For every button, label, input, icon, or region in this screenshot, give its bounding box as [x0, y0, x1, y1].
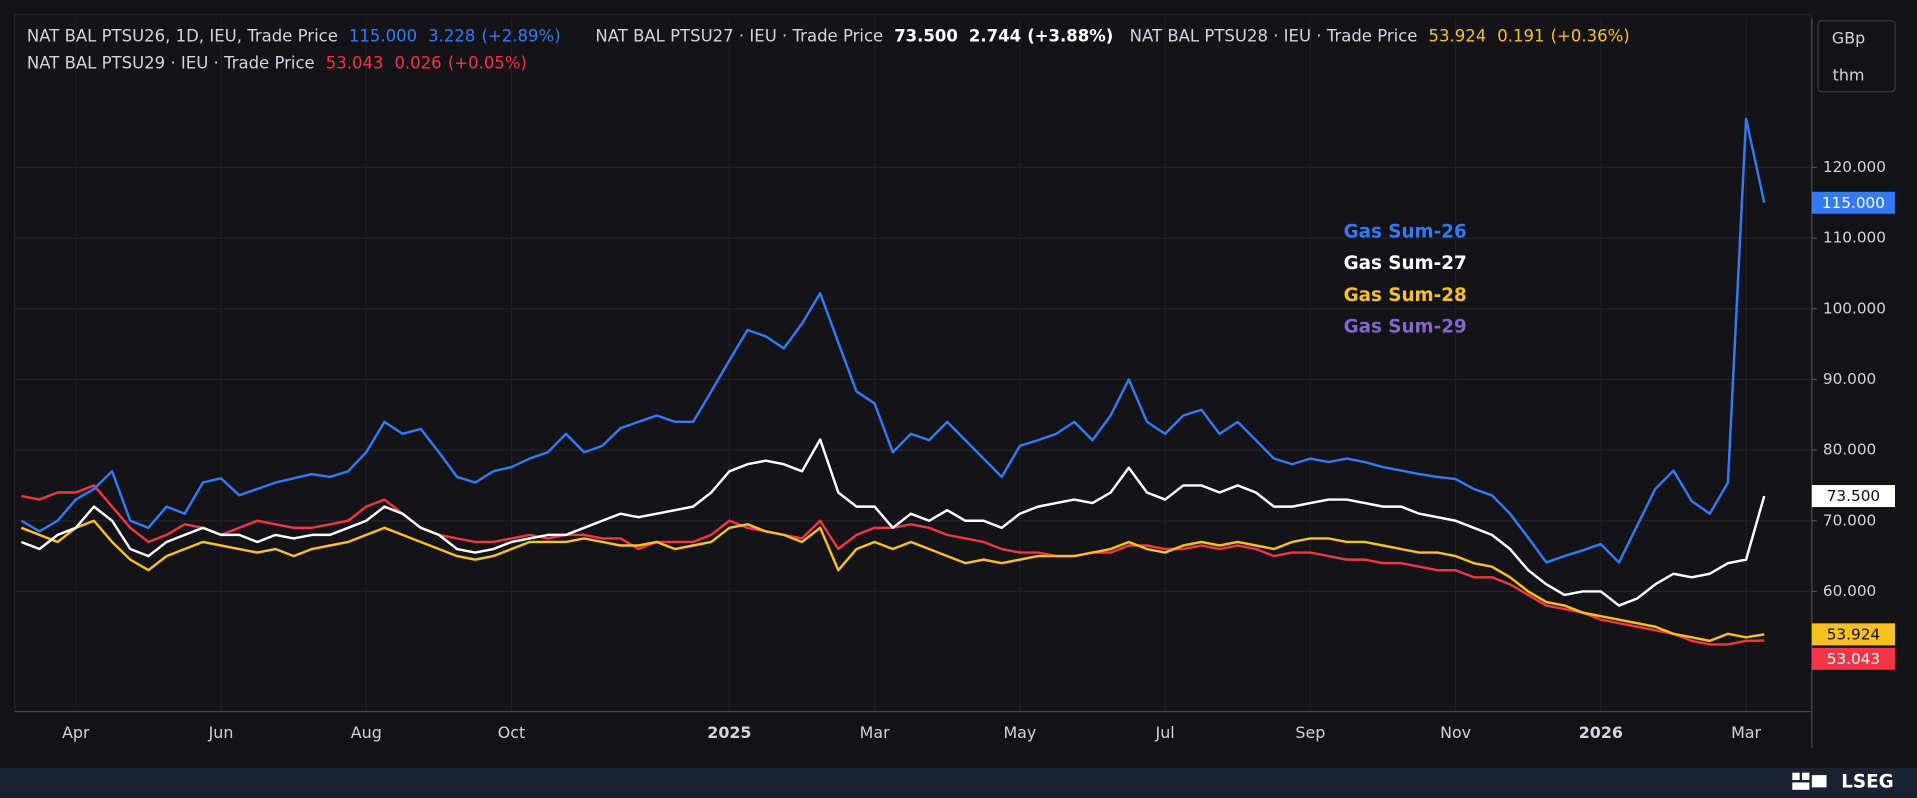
logo-shape: [1811, 775, 1827, 788]
series-line: [20, 438, 1766, 607]
header-legend: NAT BAL PTSU29 · IEU · Trade Price 53.043…: [27, 53, 527, 72]
series-line: [20, 117, 1766, 564]
change: 2.744: [969, 26, 1021, 45]
y-tick-label: 110.000: [1823, 229, 1886, 247]
legend-label: Gas Sum-27: [1344, 253, 1467, 274]
change: 3.228: [428, 26, 475, 45]
change-pct: (+0.36%): [1551, 26, 1630, 45]
price-tag-label: 53.924: [1827, 625, 1880, 643]
legend-label: Gas Sum-29: [1344, 317, 1467, 338]
series-title: NAT BAL PTSU29 · IEU · Trade Price: [27, 53, 315, 72]
series-title: NAT BAL PTSU28 · IEU · Trade Price: [1130, 26, 1418, 45]
change: 0.026: [394, 53, 441, 72]
header-legend: NAT BAL PTSU27 · IEU · Trade Price 73.500…: [595, 26, 1113, 45]
y-tick-label: 60.000: [1823, 582, 1876, 600]
logo-icon: [1792, 772, 1827, 790]
change-pct: (+0.05%): [448, 53, 527, 72]
x-tick-label: Sep: [1295, 723, 1325, 742]
series-title: NAT BAL PTSU27 · IEU · Trade Price: [595, 26, 883, 45]
last-price: 53.924: [1428, 26, 1486, 45]
change: 0.191: [1497, 26, 1544, 45]
unit-label: GBp: [1832, 29, 1865, 48]
unit-label: thm: [1833, 65, 1865, 84]
logo-text: LSEG: [1841, 771, 1893, 792]
header-legend: NAT BAL PTSU26, 1D, IEU, Trade Price 115.…: [27, 26, 561, 45]
last-price: 73.500: [894, 26, 958, 45]
x-tick-label: 2026: [1579, 723, 1623, 742]
price-tag-label: 115.000: [1822, 194, 1885, 212]
y-tick-label: 100.000: [1823, 299, 1886, 317]
change-pct: (+3.88%): [1027, 26, 1113, 45]
legend-label: Gas Sum-28: [1344, 285, 1467, 306]
plot-area: [14, 14, 1813, 713]
price-tag: [1811, 191, 1895, 214]
logo-shape: [1792, 782, 1810, 790]
x-tick-label: Mar: [860, 723, 890, 742]
footer-bar: [0, 767, 1917, 798]
price-tag: [1811, 647, 1895, 670]
x-tick-label: Oct: [498, 723, 525, 742]
x-tick-label: Mar: [1731, 723, 1761, 742]
units-box: [1817, 20, 1896, 93]
price-tag-label: 73.500: [1827, 487, 1880, 505]
series-line: [20, 519, 1765, 643]
x-tick-label: 2025: [707, 723, 751, 742]
price-tag: [1811, 623, 1895, 646]
y-tick-label: 120.000: [1823, 158, 1886, 176]
price-tag: [1811, 485, 1895, 508]
x-tick-label: Aug: [351, 723, 382, 742]
logo-shape: [1792, 772, 1800, 781]
header-legend: NAT BAL PTSU28 · IEU · Trade Price 53.924…: [1130, 26, 1630, 45]
logo-shape: [1802, 772, 1810, 781]
y-tick-label: 90.000: [1823, 370, 1876, 388]
change-pct: (+2.89%): [482, 26, 561, 45]
y-tick-label: 70.000: [1823, 511, 1876, 529]
price-tag-label: 53.043: [1827, 650, 1880, 668]
last-price: 53.043: [326, 53, 384, 72]
series-title: NAT BAL PTSU26, 1D, IEU, Trade Price: [27, 26, 338, 45]
x-tick-label: Jul: [1155, 723, 1175, 742]
y-tick-label: 80.000: [1823, 441, 1876, 459]
x-tick-label: May: [1003, 723, 1036, 742]
legend-label: Gas Sum-26: [1344, 221, 1467, 242]
x-tick-label: Jun: [208, 723, 234, 742]
x-tick-label: Apr: [62, 723, 90, 742]
x-tick-label: Nov: [1440, 723, 1471, 742]
last-price: 115.000: [349, 26, 417, 45]
